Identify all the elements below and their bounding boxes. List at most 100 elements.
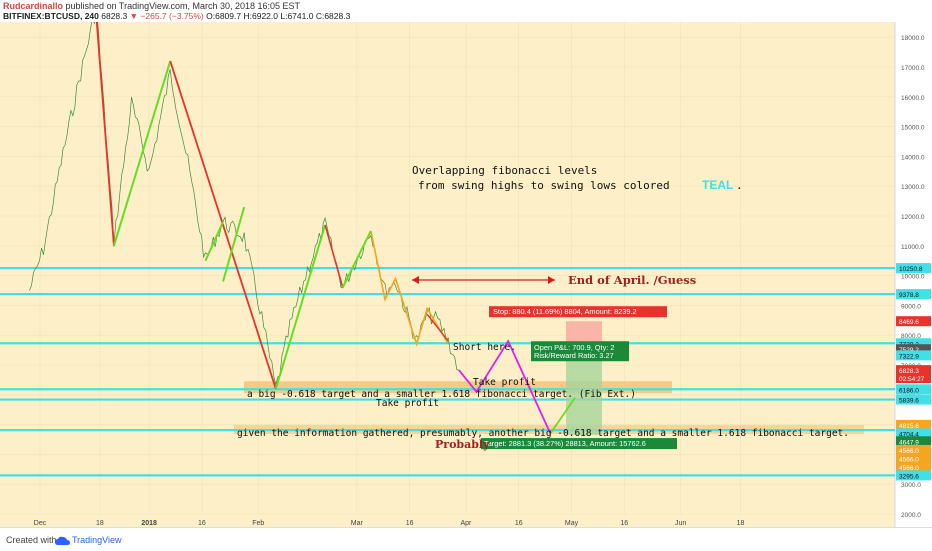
price-label-box [896,316,931,327]
price-label-box [896,373,931,384]
teal-word: TEAL [702,178,733,192]
zigzag-green-leg-5 [341,230,372,288]
price-label-text: 7322.9 [899,353,919,360]
end-april-label: End of April. /Guess [568,273,696,287]
x-tick-label: Apr [460,520,472,527]
x-tick-label: 18 [737,520,745,527]
zigzag-green-leg [112,60,172,247]
y-tick-label: 14000.0 [901,154,925,161]
x-tick-label: Feb [252,520,264,527]
zigzag-red-leg-4 [426,313,449,342]
open-value: O:6809.7 [206,11,242,21]
zigzag-red-leg-2 [169,60,277,390]
risk-reward-text: Risk/Reward Ratio: 3.27 [534,351,614,360]
published-text: published on TradingView.com, March 30, … [65,1,301,11]
take-profit-2: Take profit [376,398,439,409]
author-name[interactable]: Rudcardinallo [3,1,64,11]
chart-background [0,22,895,527]
x-tick-label: 16 [620,520,628,527]
price-label-text: 9378.8 [899,292,919,299]
price-label-box [896,344,931,355]
x-tick-label: Dec [34,520,47,527]
zigzag-red-leg-1 [95,22,115,246]
price-label-box [896,462,931,473]
stop-box [489,306,667,318]
fib-note-line2: from swing highs to swing lows colored [418,179,670,192]
price-label-text: 6828.3 [899,368,919,375]
price-label-box [896,289,931,300]
price-label-box [896,384,931,395]
last-price: 6828.3 [101,11,128,21]
tradingview-cloud-icon [55,533,70,551]
price-label-box [896,350,931,361]
price-label-box [896,453,931,464]
y-tick-label: 10000.0 [901,274,925,281]
down-arrow-icon: ▼ [129,11,139,21]
x-tick-label: 16 [515,520,523,527]
price-chart[interactable]: Stop: 880.4 (11.69%) 8804, Amount: 8239.… [0,22,932,527]
arrow-right-icon [548,276,555,284]
price-label-box [896,419,931,430]
open-pnl-text: Open P&L: 700.9, Qty: 2 [534,343,615,352]
zigzag-green-leg-2 [204,221,224,262]
y-tick-label: 9000.0 [901,303,921,310]
price-label-text: 4815.6 [899,423,919,430]
zigzag-green-leg-4 [274,224,327,390]
y-tick-label: 2000.0 [901,512,921,519]
price-label-box [896,365,931,376]
short-here-label: Short here. [453,342,516,353]
x-tick-label: 2018 [141,520,157,527]
teal-dot: . [736,179,743,192]
x-tick-label: Mar [351,520,364,527]
position-boxes: Stop: 880.4 (11.69%) 8804, Amount: 8239.… [481,306,677,450]
fib-band-1-text: a big -0.618 target and a smaller 1.618 … [247,389,636,400]
fib-note-line1: Overlapping fibonacci levels [412,164,597,177]
probably-label: Probably [435,438,490,451]
target-box-text: Target: 2881.3 (38.27%) 28813, Amount: 1… [484,439,646,448]
price-label-text: 4566.0 [899,465,919,472]
close-value: C:6828.3 [315,11,351,21]
fib-band-2-text: given the information gathered, presumab… [237,428,849,439]
target-box [481,438,677,450]
symbol-label: BITFINEX:BTCUSD, 240 [3,11,99,21]
x-tick-label: May [565,520,579,527]
y-tick-label: 15000.0 [901,125,925,132]
arrow-left-icon [412,276,419,284]
y-tick-label: 11000.0 [901,244,924,251]
y-tick-label: 3000.0 [901,482,921,489]
price-label-text: 5839.6 [899,398,919,405]
price-label-text: 3295.6 [899,473,919,480]
price-label-text: 10250.8 [899,266,923,273]
created-with-text: Created with [6,535,57,545]
teal-levels [0,267,895,477]
target-zone [566,349,602,436]
zigzag-green-leg-3 [222,206,246,282]
price-label-box [896,436,931,447]
x-tick-label: 18 [96,520,104,527]
axes: 2000.03000.04000.05000.06000.07000.08000… [34,35,931,527]
price-label-box [896,428,931,439]
tradingview-brand[interactable]: TradingView [72,535,122,545]
price-label-text: 8469.6 [899,319,919,326]
price-label-box [896,338,931,349]
price-label-text: 4566.0 [899,457,919,464]
y-tick-label: 13000.0 [901,184,925,191]
stop-box-text: Stop: 880.4 (11.69%) 8804, Amount: 8239.… [493,307,637,316]
ohlc-line: BITFINEX:BTCUSD, 240 6828.3 ▼ −265.7 (−3… [3,11,350,21]
price-label-text: 02:54:27 [899,376,925,383]
orange-swing-line [370,230,450,347]
high-value: H:6922.0 [243,11,278,21]
y-tick-label: 16000.0 [901,95,925,102]
price-label-text: 4566.0 [899,448,919,455]
price-label-box [896,444,931,455]
projection-green-leg [549,397,576,435]
annotations: Overlapping fibonacci levels from swing h… [237,164,849,451]
header: Rudcardinallo published on TradingView.c… [0,0,932,22]
price-label-box [896,470,931,481]
price-label-text: 4704.4 [899,431,919,438]
zigzag-red-leg-3 [324,224,344,288]
y-tick-label: 12000.0 [901,214,925,221]
price-label-text: 4647.9 [899,439,919,446]
y-tick-label: 8000.0 [901,333,921,340]
x-tick-label: Jun [675,520,686,527]
